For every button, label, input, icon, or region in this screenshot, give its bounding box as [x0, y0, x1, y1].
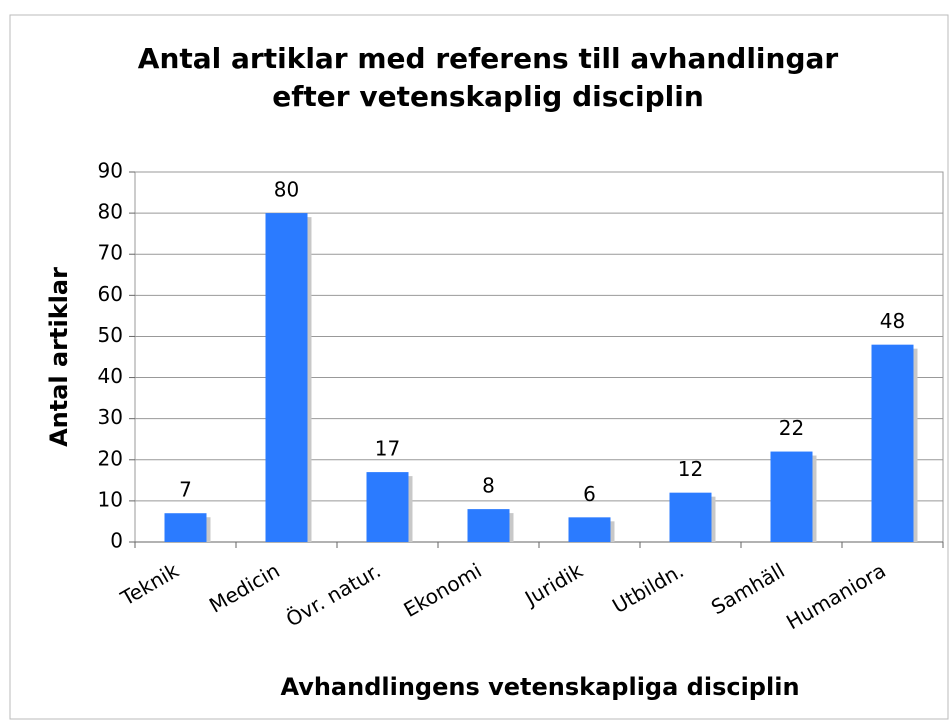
value-label: 12 — [678, 457, 703, 481]
value-label: 22 — [779, 416, 804, 440]
x-axis-title: Avhandlingens vetenskapliga disciplin — [280, 673, 799, 701]
plot-area — [134, 171, 944, 543]
bar — [871, 344, 914, 542]
chart-title: efter vetenskaplig disciplin — [272, 80, 704, 113]
bar — [467, 509, 510, 542]
y-tick-label: 70 — [98, 241, 123, 265]
y-tick-label: 10 — [98, 487, 123, 511]
y-tick-label: 0 — [110, 529, 123, 553]
value-label: 48 — [880, 309, 905, 333]
y-tick-label: 80 — [98, 200, 123, 224]
bar — [164, 513, 207, 542]
bar — [366, 472, 409, 542]
bar — [568, 517, 611, 542]
y-tick-label: 50 — [98, 323, 123, 347]
value-label: 8 — [482, 474, 495, 498]
bar — [770, 451, 813, 542]
y-tick-label: 90 — [98, 159, 123, 183]
bar — [265, 213, 308, 542]
value-label: 6 — [583, 482, 596, 506]
bar — [669, 492, 712, 542]
y-tick-label: 60 — [98, 282, 123, 306]
y-tick-label: 30 — [98, 405, 123, 429]
value-label: 17 — [375, 437, 400, 461]
y-tick-label: 40 — [98, 364, 123, 388]
chart-title: Antal artiklar med referens till avhandl… — [138, 42, 839, 75]
value-label: 80 — [274, 178, 299, 202]
y-axis-title: Antal artiklar — [45, 267, 73, 447]
y-tick-label: 20 — [98, 446, 123, 470]
value-label: 7 — [179, 478, 192, 502]
